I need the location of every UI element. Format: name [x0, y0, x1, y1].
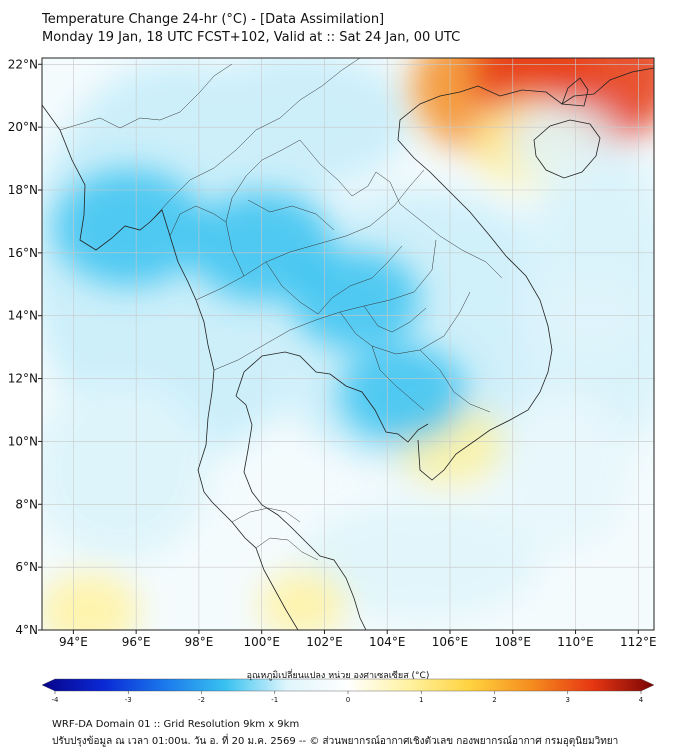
colorbar-tick-label: -1 [271, 696, 278, 704]
colorbar-tick-label: 1 [419, 696, 423, 704]
x-tick-label: 100°E [243, 635, 280, 649]
y-tick-label: 8°N [15, 497, 38, 511]
colorbar-label: อุณหภูมิเปลี่ยนแปลง หน่วย องศาเซลเซียส (… [246, 671, 430, 681]
colorbar-tick-label: 2 [492, 696, 496, 704]
x-axis: 94°E 96°E 98°E 100°E 102°E 104°E 106°E 108°E 110… [59, 630, 657, 649]
x-tick-label: 104°E [369, 635, 406, 649]
colorbar-tick-label: 3 [566, 696, 570, 704]
colorbar: -4 -3 -2 -1 0 1 2 3 4 [41, 678, 655, 704]
y-tick-label: 14°N [8, 309, 38, 323]
y-tick-label: 10°N [8, 434, 38, 448]
x-tick-label: 110°E [557, 635, 594, 649]
x-tick-label: 102°E [306, 635, 343, 649]
coastline-leizhou [561, 77, 589, 107]
heat-region-warm-malaysia [259, 571, 346, 630]
heat-region-warm-south-andaman [42, 572, 140, 630]
coastline-vietnam [397, 85, 553, 481]
y-tick-label: 4°N [15, 623, 38, 637]
colorbar-tick-label: 0 [346, 696, 350, 704]
x-tick-label: 96°E [122, 635, 151, 649]
coastline-mainland [42, 104, 299, 630]
chart-title: Temperature Change 24-hr (°C) - [Data As… [42, 12, 385, 27]
x-tick-label: 98°E [184, 635, 213, 649]
colorbar-tick-label: 4 [639, 696, 644, 704]
colorbar-tick-label: -2 [198, 696, 205, 704]
x-tick-label: 108°E [495, 635, 532, 649]
y-tick-label: 18°N [8, 183, 38, 197]
heat-region-cool-cambodia [338, 344, 468, 444]
footer-model-info: WRF-DA Domain 01 :: Grid Resolution 9km … [52, 719, 300, 730]
x-tick-label: 112°E [620, 635, 657, 649]
footer-credit: ปรับปรุงข้อมูล ณ เวลา 01:00น. วัน อ. ที่… [52, 736, 619, 747]
colorbar-tick-label: -4 [52, 696, 60, 704]
y-tick-label: 6°N [15, 560, 38, 574]
chart-subtitle: Monday 19 Jan, 18 UTC FCST+102, Valid at… [42, 30, 461, 45]
y-tick-label: 16°N [8, 246, 38, 260]
heat-region-cool-laos [291, 250, 421, 350]
coastline-hainan [533, 119, 601, 179]
coastline-south-china [477, 67, 654, 105]
heat-region-cool-hainan [510, 102, 616, 184]
x-tick-label: 106°E [432, 635, 469, 649]
coastline-gulf-thailand [235, 351, 429, 443]
y-axis: 22°N 20°N 18°N 16°N 14°N 12°N 10°N 8°N 6°N 4°N [8, 57, 42, 637]
colorbar-tick-label: -3 [125, 696, 132, 704]
coastlines [42, 67, 654, 630]
map-frame [41, 57, 655, 631]
admin-borders [59, 58, 503, 561]
y-tick-label: 22°N [8, 57, 38, 71]
y-tick-label: 20°N [8, 120, 38, 134]
y-tick-label: 12°N [8, 372, 38, 386]
x-tick-label: 94°E [59, 635, 88, 649]
coastline-peninsula-east [235, 395, 367, 630]
